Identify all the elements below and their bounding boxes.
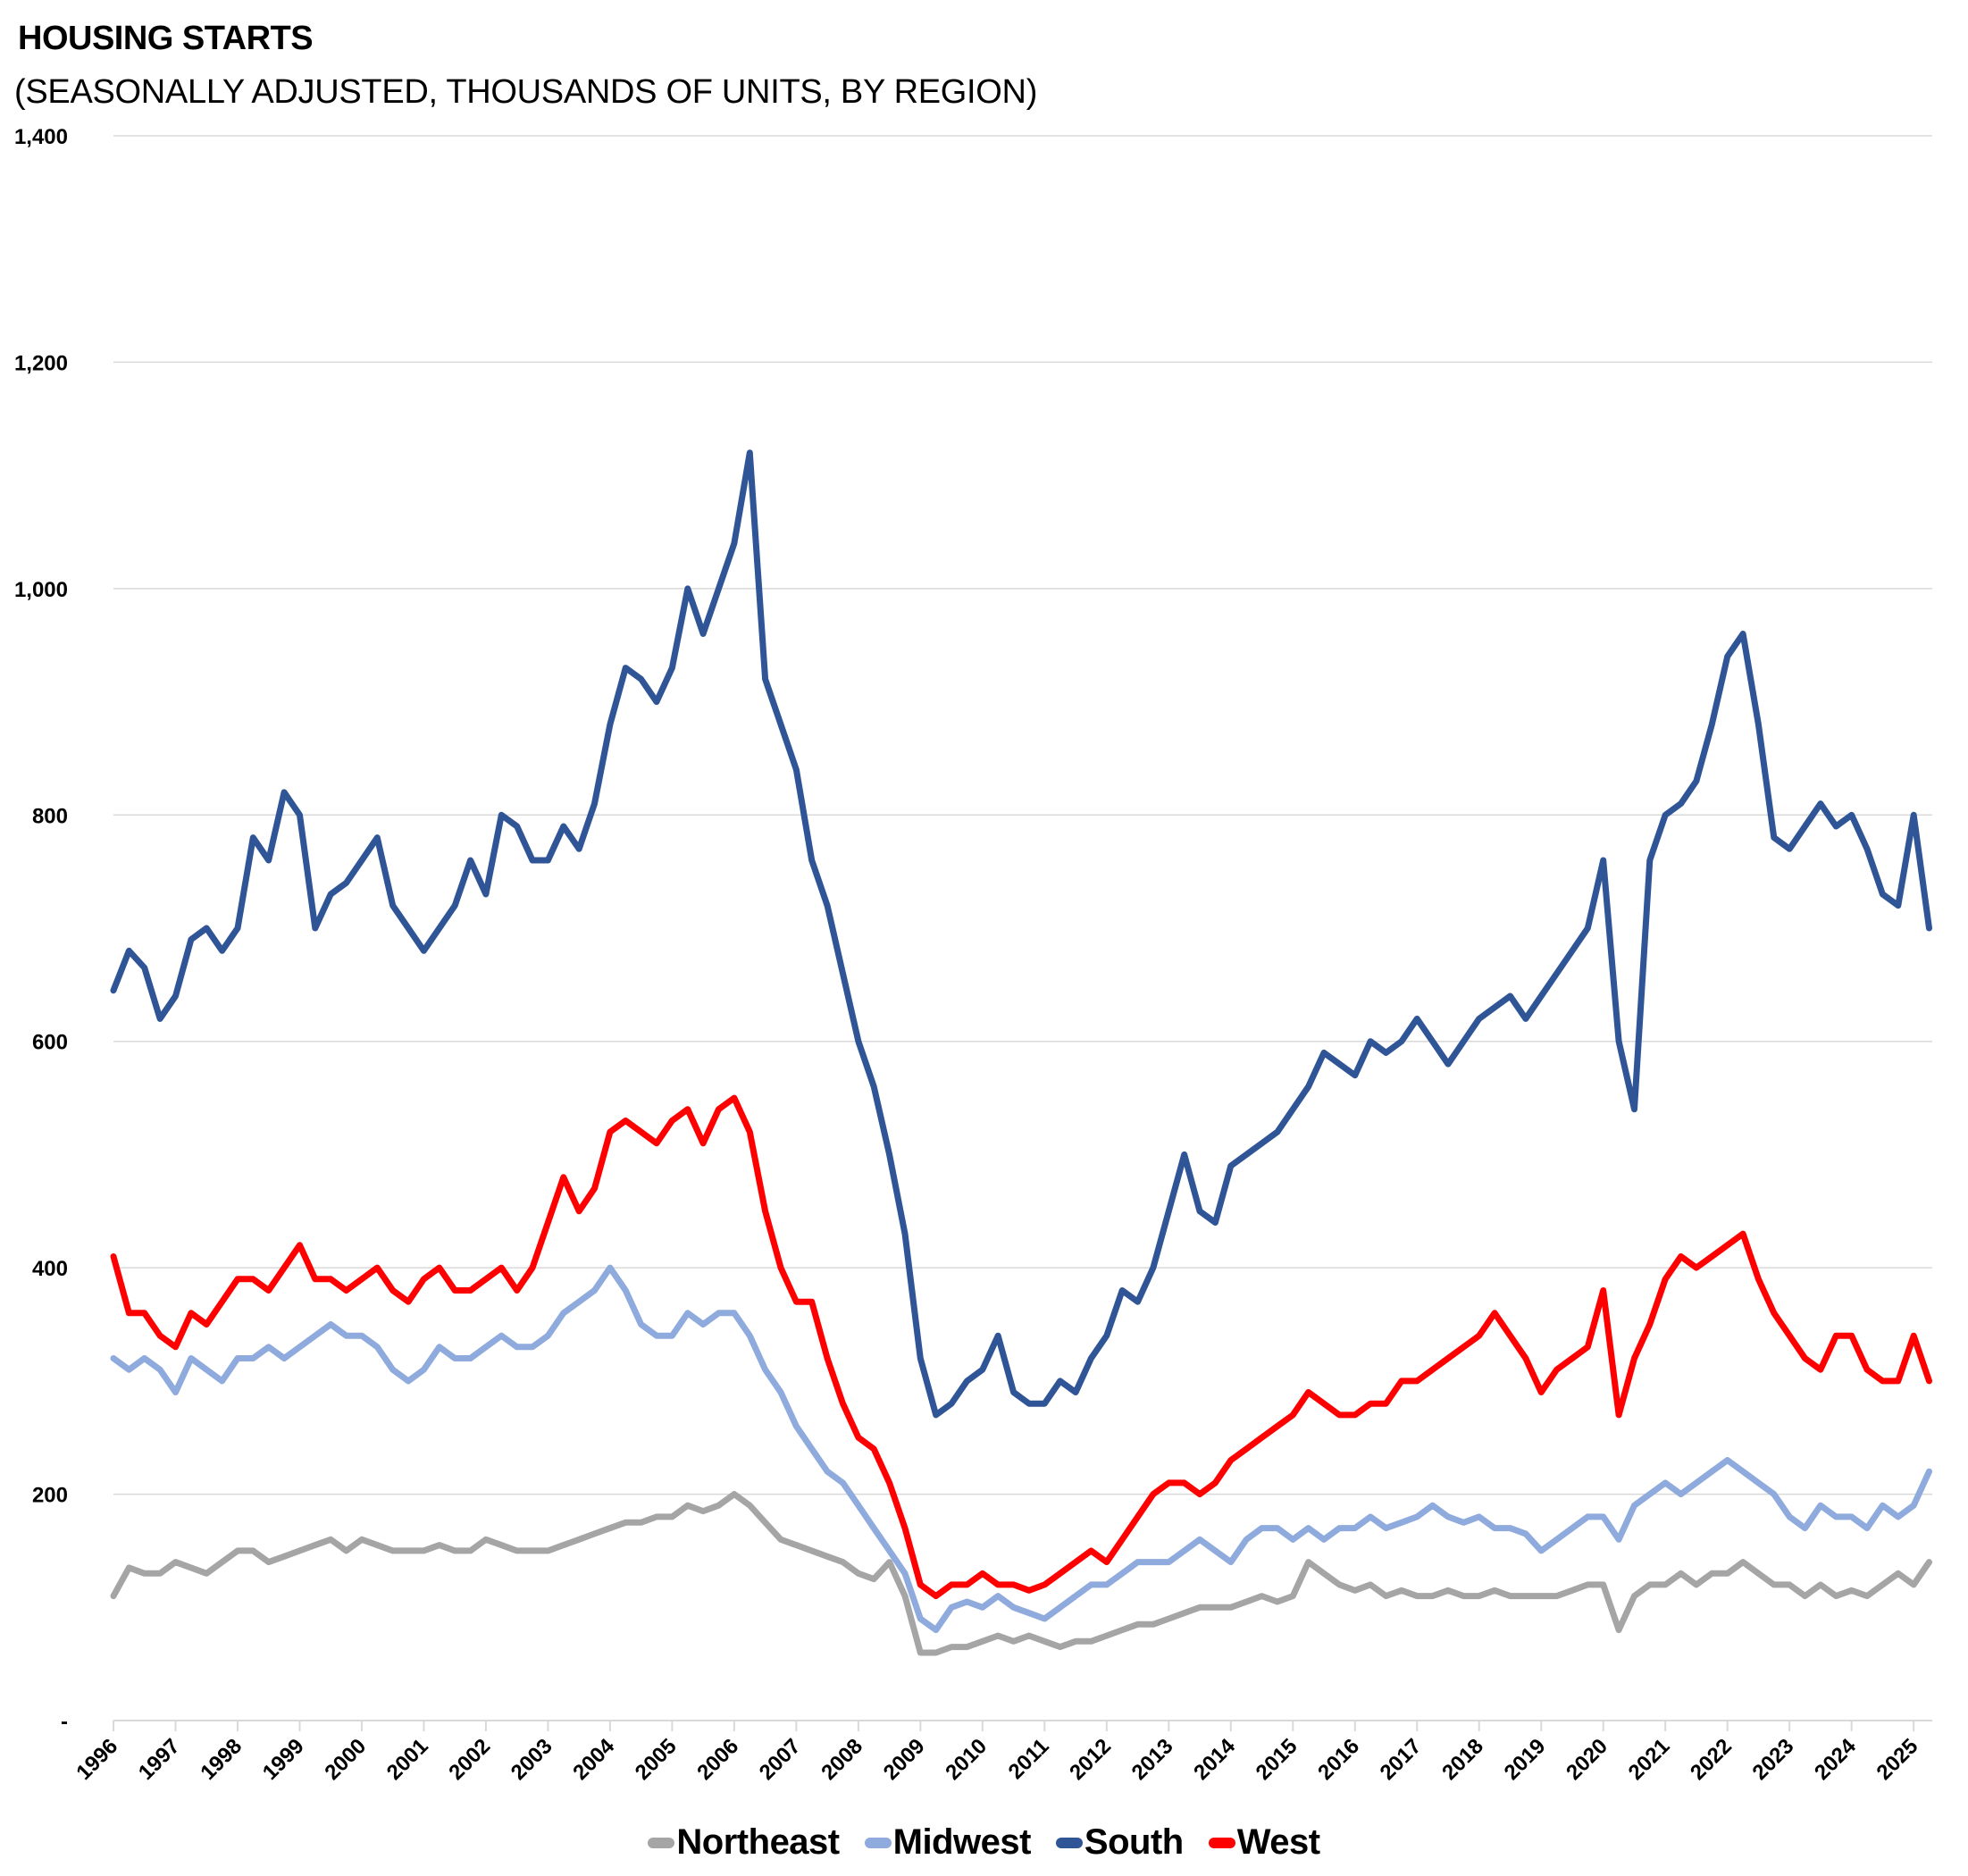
series-line-northeast xyxy=(110,1491,1932,1656)
series-line-south xyxy=(110,449,1932,1419)
x-tick-label: 2020 xyxy=(1562,1734,1612,1785)
legend: Northeast Midwest South West xyxy=(0,1822,1968,1863)
y-tick-label: 600 xyxy=(32,1031,68,1055)
legend-label: South xyxy=(1084,1822,1184,1862)
x-tick-label: 2003 xyxy=(507,1734,557,1785)
legend-label: Northeast xyxy=(676,1822,840,1862)
legend-swatch-icon xyxy=(648,1837,675,1848)
x-tick-label: 2004 xyxy=(568,1734,619,1785)
series-line-west xyxy=(110,1094,1932,1600)
x-tick-label: 1997 xyxy=(134,1734,185,1785)
x-tick-label: 2017 xyxy=(1376,1734,1427,1785)
x-tick-label: 2009 xyxy=(879,1734,930,1785)
x-tick-label: 2010 xyxy=(941,1734,992,1785)
x-tick-label: 1999 xyxy=(258,1734,309,1785)
x-tick-label: 2015 xyxy=(1252,1734,1302,1785)
legend-item-west: West xyxy=(1208,1822,1320,1863)
legend-swatch-icon xyxy=(1055,1837,1083,1848)
legend-label: West xyxy=(1236,1822,1320,1862)
x-tick-label: 2006 xyxy=(692,1734,743,1785)
y-tick-label: 400 xyxy=(32,1257,68,1281)
x-tick-label: 2024 xyxy=(1810,1734,1861,1785)
y-tick-label: 1,000 xyxy=(14,578,68,602)
x-tick-label: 2023 xyxy=(1748,1734,1799,1785)
gridlines xyxy=(113,135,1932,1495)
legend-item-northeast: Northeast xyxy=(648,1822,840,1863)
legend-label: Midwest xyxy=(892,1822,1032,1862)
x-tick-label: 2011 xyxy=(1004,1734,1054,1784)
x-tick-label: 1996 xyxy=(71,1734,122,1785)
x-tick-label: 2022 xyxy=(1686,1734,1737,1785)
x-tick-label: 2001 xyxy=(382,1734,433,1785)
chart-title: HOUSING STARTS xyxy=(18,20,314,57)
y-axis: - 200 400 600 800 1,000 1,200 1,400 xyxy=(14,125,68,1734)
x-tick-label: 2014 xyxy=(1189,1734,1240,1785)
series-line-midwest xyxy=(110,1264,1932,1634)
x-tick-label: 1998 xyxy=(196,1734,247,1785)
x-tick-label: 2013 xyxy=(1127,1734,1178,1785)
x-tick-label: 2007 xyxy=(755,1734,806,1785)
x-tick-label: 2025 xyxy=(1872,1734,1923,1785)
legend-item-midwest: Midwest xyxy=(864,1822,1032,1863)
x-tick-label: 2019 xyxy=(1500,1734,1551,1785)
x-tick-label: 2021 xyxy=(1624,1734,1675,1785)
x-axis: 1996 1997 1998 1999 2000 2001 2002 2003 2004 2005… xyxy=(71,1720,1932,1785)
legend-swatch-icon xyxy=(864,1837,892,1848)
series-lines xyxy=(110,449,1932,1656)
x-tick-label: 2016 xyxy=(1313,1734,1364,1785)
y-tick-label: 1,200 xyxy=(14,351,68,375)
chart-subtitle: (SEASONALLY ADJUSTED, THOUSANDS OF UNITS… xyxy=(14,73,1038,111)
x-tick-label: 2008 xyxy=(817,1734,867,1785)
x-tick-label: 2005 xyxy=(631,1734,682,1785)
y-tick-label: 1,400 xyxy=(14,125,68,149)
x-tick-label: 2012 xyxy=(1065,1734,1116,1785)
y-tick-label: 800 xyxy=(32,804,68,828)
y-tick-label: - xyxy=(61,1710,68,1734)
x-tick-label: 2018 xyxy=(1437,1734,1488,1785)
x-tick-label: 2000 xyxy=(320,1734,371,1785)
x-tick-label: 2002 xyxy=(444,1734,495,1785)
legend-swatch-icon xyxy=(1208,1837,1235,1848)
legend-item-south: South xyxy=(1055,1822,1184,1863)
y-tick-label: 200 xyxy=(32,1484,68,1508)
